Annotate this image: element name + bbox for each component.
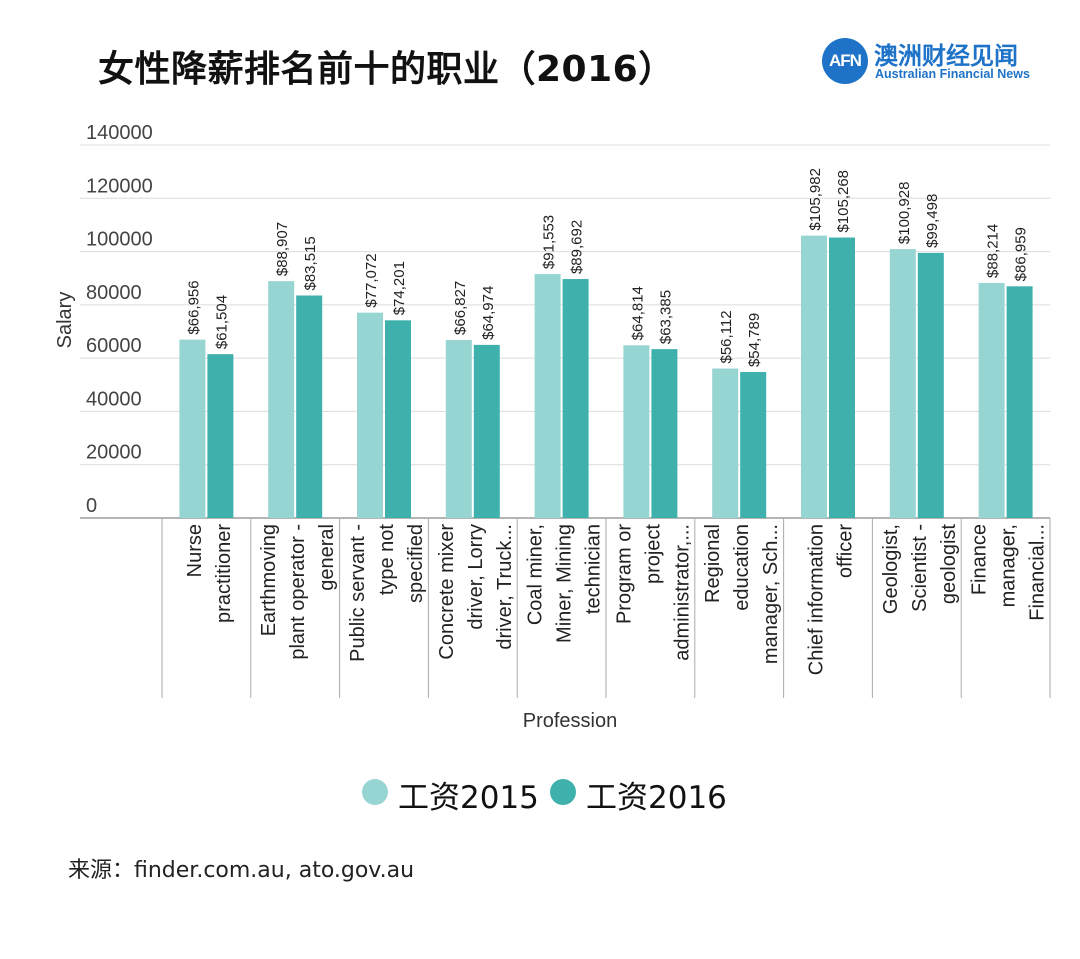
y-tick-label: 40000 [86, 388, 142, 410]
bar-value-label: $61,504 [213, 295, 230, 349]
x-category-label: specified [405, 524, 427, 603]
x-category-label: Public servant - [347, 524, 369, 662]
bar-value-label: $74,201 [391, 261, 408, 315]
x-category-label: plant operator - [287, 524, 309, 660]
x-category-label: project [642, 524, 664, 584]
x-category-label: driver, Lorry [465, 524, 487, 630]
bar-2016 [296, 295, 323, 518]
x-category-label: practitioner [213, 524, 235, 623]
x-category-label: Financial... [1027, 524, 1049, 621]
bar-2015 [534, 274, 561, 518]
source-note: 来源：finder.com.au, ato.gov.au [68, 858, 415, 883]
bar-value-label: $66,827 [452, 281, 469, 335]
x-category-label: Scientist - [909, 524, 931, 612]
x-category-label: Finance [969, 524, 991, 595]
bar-value-label: $83,515 [302, 236, 319, 290]
brand-name-en: Australian Financial News [875, 67, 1030, 81]
x-category-label: education [731, 524, 753, 611]
y-tick-label: 0 [86, 495, 97, 517]
bar-value-label: $99,498 [924, 194, 941, 248]
x-category-label: Regional [702, 524, 724, 603]
y-axis-title: Salary [54, 292, 76, 349]
bar-2016 [1006, 286, 1033, 518]
bar-2015 [712, 368, 739, 518]
x-category-label: Chief information [806, 524, 828, 675]
bar-value-label: $54,789 [746, 313, 763, 367]
x-category-label: manager, Sch... [760, 524, 782, 664]
x-category-label: Nurse [184, 524, 206, 577]
bar-2015 [445, 339, 472, 518]
legend-label-2016: 工资2016 [586, 780, 727, 816]
x-category-label: general [316, 524, 338, 591]
bar-2015 [978, 282, 1005, 518]
x-category-label: Miner, Mining [554, 524, 576, 643]
bar-value-label: $91,553 [541, 215, 558, 269]
x-category-label: Concrete mixer [436, 524, 458, 660]
x-category-label: officer [835, 524, 857, 578]
y-tick-label: 120000 [86, 175, 153, 197]
x-category-label: manager, [998, 524, 1020, 607]
y-tick-label: 140000 [86, 122, 153, 144]
bar-2016 [651, 349, 678, 518]
bar-value-label: $63,385 [657, 290, 674, 344]
bar-2015 [179, 339, 206, 518]
bar-2016 [385, 320, 411, 518]
x-category-label: geologist [938, 524, 960, 605]
y-tick-label: 60000 [86, 335, 142, 357]
bar-2015 [268, 281, 295, 518]
bar-value-label: $64,814 [629, 286, 646, 340]
x-category-label: Earthmoving [258, 524, 280, 636]
x-category-label: driver, Truck... [494, 524, 516, 650]
bar-chart: 140000 120000 100000 80000 60000 40000 20000 0 $… [54, 122, 1051, 732]
bar-value-label: $89,692 [569, 220, 586, 274]
bar-value-label: $105,268 [835, 170, 852, 233]
bar-value-label: $88,214 [985, 224, 1002, 278]
legend-label-2015: 工资2015 [398, 780, 539, 816]
bar-value-label: $86,959 [1013, 227, 1030, 281]
y-tick-label: 80000 [86, 282, 142, 304]
legend: 工资2015 工资2016 [0, 770, 1080, 816]
bar-2015 [623, 345, 650, 518]
bar-2016 [829, 237, 855, 519]
brand-name-cn: 澳洲财经见闻 [874, 42, 1018, 70]
bar-2016 [562, 279, 589, 518]
x-category-label: technician [583, 524, 605, 614]
bar-value-label: $105,982 [807, 168, 824, 231]
bar-value-label: $66,956 [185, 280, 202, 334]
bar-value-label: $100,928 [896, 182, 913, 245]
bar-value-label: $56,112 [718, 310, 735, 363]
legend-swatch-2016 [550, 779, 576, 805]
bar-2015 [889, 249, 916, 518]
bar-2016 [207, 354, 234, 518]
bar-2015 [801, 235, 827, 518]
afn-logo-icon: AFN [822, 38, 868, 84]
bar-2016 [917, 252, 944, 518]
x-category-label: Coal miner, [525, 524, 547, 625]
x-category-label: administrator,... [671, 524, 693, 661]
x-axis-title: Profession [523, 710, 618, 732]
brand-logo: AFN 澳洲财经见闻 Australian Financial News [822, 36, 1052, 88]
bar-2015 [357, 312, 383, 518]
y-tick-label: 20000 [86, 442, 142, 464]
y-tick-label: 100000 [86, 229, 153, 251]
bar-2016 [473, 344, 500, 518]
bar-value-label: $77,072 [363, 253, 380, 307]
bar-value-label: $88,907 [274, 222, 291, 276]
x-category-label: Program or [613, 524, 635, 624]
x-category-label: type not [376, 524, 398, 596]
bar-2016 [740, 372, 767, 518]
chart-title: 女性降薪排名前十的职业（2016） [98, 49, 675, 90]
x-category-label: Geologist, [880, 524, 902, 614]
bar-value-label: $64,974 [480, 286, 497, 340]
legend-swatch-2015 [362, 779, 388, 805]
